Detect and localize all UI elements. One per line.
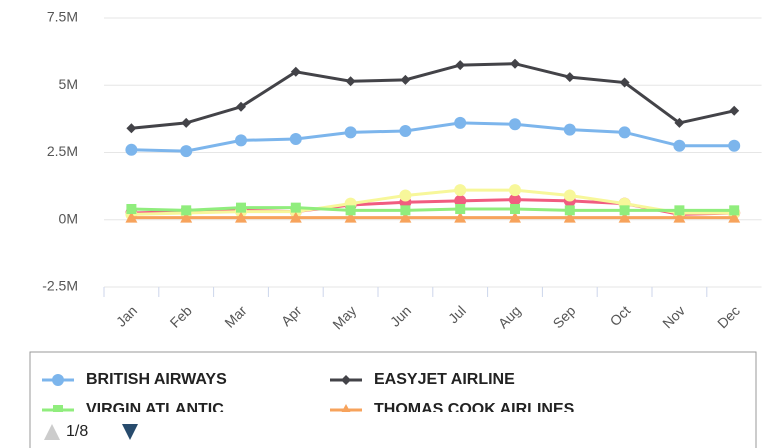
y-tick-label: 5M xyxy=(59,76,78,92)
marker xyxy=(510,203,520,214)
marker xyxy=(399,124,412,137)
marker xyxy=(673,211,686,223)
marker xyxy=(729,105,740,116)
marker xyxy=(510,58,520,69)
marker xyxy=(289,133,302,146)
marker xyxy=(509,211,521,223)
x-tick-label: Nov xyxy=(659,302,688,331)
marker xyxy=(341,404,351,412)
marker xyxy=(345,205,356,216)
marker xyxy=(728,139,741,152)
marker xyxy=(341,375,351,385)
x-tick-label: Jun xyxy=(387,302,414,329)
marker xyxy=(181,117,192,128)
marker xyxy=(673,139,686,152)
marker xyxy=(509,118,521,131)
pager-down[interactable] xyxy=(122,424,138,440)
marker xyxy=(674,117,685,128)
marker xyxy=(344,126,357,139)
y-tick-label: 0M xyxy=(59,210,78,226)
x-tick-label: Sep xyxy=(550,302,579,331)
marker xyxy=(235,211,247,223)
marker xyxy=(125,143,138,156)
legend-pager: 1/8 xyxy=(66,423,88,440)
marker xyxy=(180,145,193,158)
series-line xyxy=(131,121,735,153)
marker xyxy=(619,77,630,88)
marker xyxy=(235,134,247,147)
x-tick-label: May xyxy=(329,302,359,332)
marker xyxy=(564,205,575,216)
marker xyxy=(729,205,740,216)
x-tick-label: Jul xyxy=(445,302,469,326)
legend-label: EASYJET AIRLINE xyxy=(374,371,515,388)
series-line xyxy=(131,206,735,212)
marker xyxy=(345,76,356,87)
x-tick-label: Mar xyxy=(221,302,250,331)
marker xyxy=(619,205,630,216)
marker xyxy=(509,193,521,206)
marker xyxy=(53,405,63,412)
legend-label: THOMAS COOK AIRLINES xyxy=(374,401,575,418)
y-tick-label: -2.5M xyxy=(42,278,78,294)
x-tick-label: Apr xyxy=(278,302,305,329)
marker xyxy=(236,101,246,112)
y-tick-label: 2.5M xyxy=(47,143,78,159)
marker xyxy=(52,374,64,386)
marker xyxy=(618,211,631,223)
legend-box xyxy=(29,351,757,448)
marker xyxy=(400,205,411,216)
y-tick-label: 7.5M xyxy=(47,9,78,25)
series-line xyxy=(131,62,735,130)
marker xyxy=(180,211,193,223)
legend-label: VIRGIN ATLANTIC xyxy=(86,401,224,418)
pager-up[interactable] xyxy=(44,424,60,440)
marker xyxy=(563,123,576,136)
marker xyxy=(728,211,741,223)
x-tick-label: Jan xyxy=(113,302,140,329)
x-tick-label: Feb xyxy=(167,302,196,331)
marker xyxy=(126,203,137,214)
legend: BRITISH AIRWAYS EASYJET AIRLINE VIRGIN ATL… xyxy=(42,371,575,418)
marker xyxy=(674,205,685,216)
marker xyxy=(236,202,246,213)
marker xyxy=(181,205,192,216)
marker xyxy=(563,211,576,223)
marker xyxy=(454,211,467,223)
legend-label: BRITISH AIRWAYS xyxy=(86,371,227,388)
marker xyxy=(399,211,412,223)
marker xyxy=(344,211,357,223)
marker xyxy=(400,74,411,85)
marker xyxy=(563,189,576,202)
marker xyxy=(509,184,521,197)
marker xyxy=(290,66,301,77)
marker xyxy=(399,189,412,202)
marker xyxy=(125,211,138,223)
series-line xyxy=(131,188,735,216)
marker xyxy=(454,194,467,207)
marker xyxy=(454,184,467,197)
marker xyxy=(455,203,466,214)
marker xyxy=(618,126,631,139)
x-tick-label: Dec xyxy=(714,302,743,331)
marker xyxy=(289,211,302,223)
x-tick-label: Oct xyxy=(607,302,634,329)
x-tick-label: Aug xyxy=(495,302,524,331)
marker xyxy=(290,202,301,213)
marker xyxy=(564,72,575,83)
marker xyxy=(126,123,137,134)
marker xyxy=(454,116,467,129)
marker xyxy=(455,60,466,71)
